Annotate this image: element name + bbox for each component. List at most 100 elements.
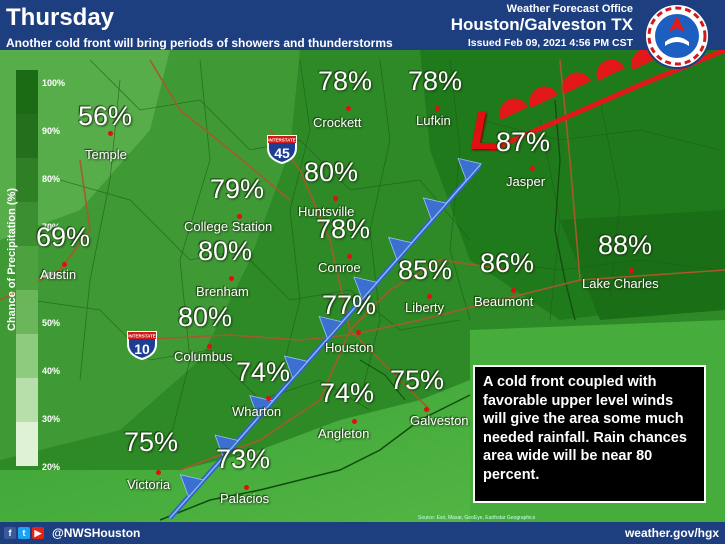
header: Thursday Another cold front will bring p… [0, 0, 725, 69]
location-name: Huntsville [298, 204, 355, 219]
location-percent: 78% [318, 66, 373, 96]
city-dot-icon [237, 214, 242, 219]
cold-front-triangle [318, 315, 344, 340]
svg-text:10: 10 [134, 341, 150, 357]
location-name: Jasper [506, 174, 546, 189]
state-border [554, 99, 576, 321]
cold-front-triangle [249, 395, 274, 419]
location-name: Houston [325, 340, 374, 355]
issued-time: Issued Feb 09, 2021 4:56 PM CST [467, 37, 633, 49]
location-percent: 69% [36, 222, 91, 252]
location-percent: 75% [124, 427, 179, 457]
website-link[interactable]: weather.gov/hgx [624, 526, 719, 540]
city-dot-icon [266, 396, 271, 401]
location-percent: 87% [496, 127, 551, 157]
city-dot-icon [347, 254, 352, 259]
legend-title: Chance of Precipitation (%) [6, 187, 18, 331]
location-percent: 78% [316, 214, 371, 244]
city-dot-icon [62, 262, 67, 267]
shading-far-east [560, 210, 725, 320]
legend-bar [16, 70, 38, 466]
coastline [159, 394, 471, 521]
low-pressure-symbol: L [470, 101, 503, 161]
location-percent: 79% [210, 174, 265, 204]
location-name: Victoria [127, 477, 171, 492]
location-percent: 75% [390, 365, 445, 395]
location-name: Conroe [318, 260, 361, 275]
page-subtitle: Another cold front will bring periods of… [6, 36, 393, 50]
legend-swatch [16, 114, 38, 158]
location-percent: 74% [320, 378, 375, 408]
legend-tick-label: 50% [42, 318, 61, 328]
location-name: Angleton [318, 426, 370, 441]
county-lines [29, 59, 721, 441]
youtube-icon[interactable]: ▶ [32, 527, 44, 539]
gulf-region [0, 380, 470, 522]
warm-front-semicircle [529, 86, 558, 108]
cold-front-triangle [353, 276, 378, 300]
interstate-10-shield: INTERSTATE 10 [126, 328, 158, 361]
legend-swatch [16, 246, 38, 290]
location-name: Lufkin [416, 113, 451, 128]
cold-front-highlight [169, 164, 481, 519]
warm-front-semicircle [596, 59, 625, 81]
cold-front-triangle [214, 434, 239, 459]
forecast-discussion: A cold front coupled with favorable uppe… [473, 365, 706, 503]
social-icons: f t ▶ [4, 527, 44, 539]
nws-logo-icon [644, 3, 710, 69]
legend-tick-label: 40% [42, 366, 61, 376]
location-percent: 80% [304, 157, 359, 187]
city-dot-icon [424, 407, 429, 412]
legend-swatch [16, 70, 38, 114]
page-title: Thursday [6, 4, 115, 31]
location-percent: 86% [480, 248, 535, 278]
legend-swatch [16, 422, 38, 466]
cold-front-triangle [283, 355, 309, 379]
interstate-45-shield: INTERSTATE 45 [266, 132, 298, 165]
location-name: Columbus [174, 349, 233, 364]
legend-swatch [16, 202, 38, 246]
galveston-bay [359, 359, 406, 401]
legend-tick-label: 30% [42, 414, 61, 424]
office-city: Houston/Galveston TX [450, 15, 633, 34]
cold-front-triangle [388, 236, 413, 261]
location-name: Crockett [313, 115, 362, 130]
city-dot-icon [352, 419, 357, 424]
location-percent: 85% [398, 255, 453, 285]
cold-front-triangle [457, 157, 482, 182]
legend-swatch [16, 290, 38, 334]
cold-front-triangle [179, 474, 205, 498]
legend-tick-label: 20% [42, 462, 61, 472]
location-percent: 80% [178, 302, 233, 332]
location-name: Temple [85, 147, 127, 162]
facebook-icon[interactable]: f [4, 527, 16, 539]
city-dot-icon [333, 196, 338, 201]
legend-swatch [16, 334, 38, 378]
cold-front-triangle [422, 197, 448, 221]
city-dot-icon [427, 294, 432, 299]
legend-tick-label: 60% [42, 270, 61, 280]
city-dot-icon [530, 166, 535, 171]
location-percent: 88% [598, 230, 653, 260]
map-credits: Source: Esri, Maxar, GeoEye, Earthstar G… [418, 515, 536, 521]
svg-text:45: 45 [274, 145, 290, 161]
location-percent: 73% [216, 444, 271, 474]
location-name: Austin [40, 267, 77, 282]
warm-front-semicircle [499, 98, 528, 120]
city-dot-icon [108, 131, 113, 136]
twitter-icon[interactable]: t [18, 527, 30, 539]
legend-tick-label: 70% [42, 222, 61, 232]
legend-tick-label: 90% [42, 126, 61, 136]
location-name: Galveston [410, 413, 469, 428]
location-name: Palacios [220, 491, 270, 506]
city-dot-icon [229, 276, 234, 281]
location-percent: 77% [322, 290, 377, 320]
location-name: Brenham [196, 284, 249, 299]
location-name: Beaumont [474, 294, 534, 309]
legend-tick-label: 80% [42, 174, 61, 184]
location-percent: 80% [198, 236, 253, 266]
social-handle[interactable]: @NWSHouston [52, 526, 141, 540]
svg-text:INTERSTATE: INTERSTATE [268, 138, 296, 143]
city-dot-icon [156, 470, 161, 475]
